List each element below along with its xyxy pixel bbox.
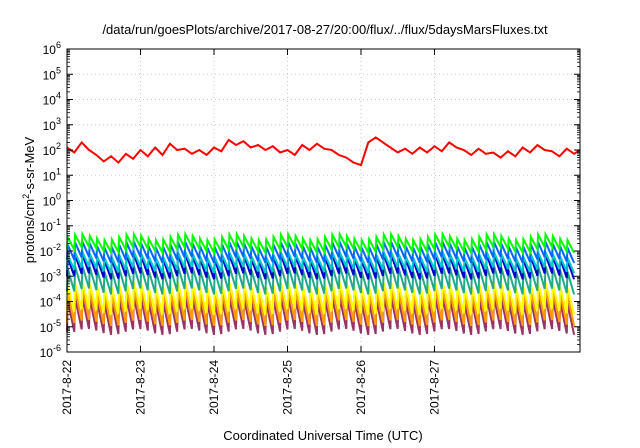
y-tick-label-5: 101: [43, 166, 61, 183]
y-tick-label-11: 10-5: [40, 318, 61, 335]
x-axis-ticks: 2017-8-22 2017-8-23 2017-8-24 2017-8-25 2017…: [60, 49, 441, 415]
y-tick-label-10: 10-4: [40, 293, 61, 310]
y-tick-label-12: 10-6: [40, 343, 61, 360]
x-tick-label-2: 2017-8-24: [207, 360, 221, 415]
series-layer: [66, 136, 581, 336]
y-tick-label-9: 10-3: [40, 267, 61, 284]
y-tick-label-8: 10-2: [40, 242, 61, 259]
chart-title: /data/run/goesPlots/archive/2017-08-27/2…: [102, 22, 548, 37]
x-tick-label-4: 2017-8-26: [354, 360, 368, 415]
x-tick-label-1: 2017-8-23: [133, 360, 147, 415]
y-tick-label-7: 10-1: [40, 217, 61, 234]
x-tick-label-3: 2017-8-25: [280, 360, 294, 415]
y-tick-label-4: 102: [43, 141, 61, 158]
y-axis-ticks: 106 105 104 103 102 101 100 10-1 10-2 10-3 10-4 10-…: [40, 40, 580, 360]
y-tick-label-0: 106: [43, 40, 61, 57]
series-line-red-0: [66, 136, 581, 167]
x-axis-label: Coordinated Universal Time (UTC): [223, 428, 422, 443]
x-tick-label-0: 2017-8-22: [60, 360, 74, 415]
series-line-7: [66, 230, 575, 257]
y-axis-label: protons/cm2-s-sr-MeV: [21, 136, 37, 263]
y-tick-label-1: 105: [43, 65, 61, 82]
x-tick-label-5: 2017-8-27: [427, 360, 441, 415]
y-tick-label-6: 100: [43, 192, 61, 209]
y-tick-label-2: 104: [43, 91, 61, 108]
y-tick-label-3: 103: [43, 116, 61, 133]
